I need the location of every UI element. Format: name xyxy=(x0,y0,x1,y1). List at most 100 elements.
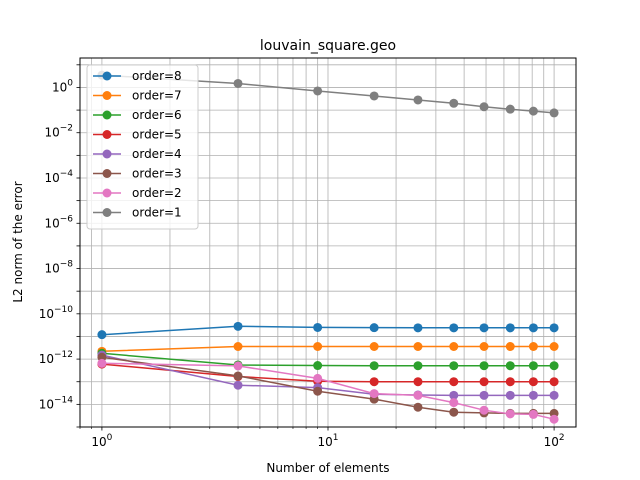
data-point xyxy=(479,323,489,333)
ticks: 100 101 102 10−14 10−12 10−10 10−8 10−6 10−4 10−2… xyxy=(39,64,565,449)
data-point xyxy=(479,377,489,387)
x-axis-title: Number of elements xyxy=(266,461,389,475)
data-point xyxy=(233,341,243,351)
data-point xyxy=(549,361,559,371)
data-point xyxy=(528,390,538,400)
data-point xyxy=(313,341,323,351)
legend: order=8 order=7 order=6 order=5 order=4 order… xyxy=(86,64,199,230)
series-order-2 xyxy=(97,358,559,424)
series-order-7 xyxy=(97,341,559,356)
data-point xyxy=(97,358,107,368)
y-tick-label: 10−4 xyxy=(44,169,73,185)
legend-label: order=3 xyxy=(132,167,182,181)
series-line xyxy=(101,362,555,420)
data-point xyxy=(449,377,459,387)
legend-marker xyxy=(102,169,112,178)
data-point xyxy=(505,341,515,351)
data-point xyxy=(413,323,423,333)
data-point xyxy=(369,341,379,351)
chart-title: louvain_square.geo xyxy=(260,38,396,54)
data-point xyxy=(528,409,538,419)
y-tick-label: 10−6 xyxy=(44,214,73,230)
legend-label: order=2 xyxy=(132,186,182,200)
legend-label: order=7 xyxy=(132,89,182,103)
data-point xyxy=(505,409,515,419)
x-tick-label: 102 xyxy=(544,433,565,449)
data-point xyxy=(413,377,423,387)
series-line xyxy=(101,352,555,367)
legend-label: order=4 xyxy=(132,147,182,161)
data-point xyxy=(505,377,515,387)
series-line xyxy=(101,74,555,114)
data-point xyxy=(233,78,243,88)
data-point xyxy=(233,321,243,331)
data-point xyxy=(369,91,379,101)
data-point xyxy=(479,361,489,371)
data-point xyxy=(233,371,243,381)
data-point xyxy=(528,323,538,333)
data-point xyxy=(369,361,379,371)
series-line xyxy=(101,345,555,353)
series-order-8 xyxy=(97,321,559,340)
data-point xyxy=(449,323,459,333)
data-point xyxy=(97,330,107,340)
legend-label: order=8 xyxy=(132,69,182,83)
y-tick-label: 100 xyxy=(52,78,73,94)
legend-marker xyxy=(102,71,112,81)
data-point xyxy=(479,341,489,351)
data-point xyxy=(449,390,459,400)
data-point xyxy=(479,102,489,112)
data-point xyxy=(505,323,515,333)
data-point xyxy=(413,402,423,412)
y-tick-label: 10−2 xyxy=(44,124,73,140)
series-line xyxy=(101,363,555,383)
data-point xyxy=(413,390,423,400)
legend-marker xyxy=(102,188,112,198)
data-point xyxy=(549,414,559,424)
data-point xyxy=(413,341,423,351)
y-axis-title: L2 norm of the error xyxy=(11,181,25,302)
legend-marker xyxy=(102,208,112,217)
series-line xyxy=(101,354,555,397)
data-point xyxy=(449,98,459,108)
data-point xyxy=(549,377,559,387)
data-point xyxy=(313,386,323,396)
data-point xyxy=(479,390,489,400)
data-point xyxy=(528,377,538,387)
data-point xyxy=(449,398,459,408)
data-point xyxy=(505,361,515,371)
legend-box xyxy=(86,64,199,230)
data-point xyxy=(479,405,489,415)
data-point xyxy=(369,389,379,399)
legend-marker xyxy=(102,110,112,120)
data-point xyxy=(549,108,559,118)
data-point xyxy=(449,407,459,417)
data-point xyxy=(313,322,323,332)
data-point xyxy=(313,86,323,96)
data-point xyxy=(413,361,423,371)
series-line xyxy=(101,325,555,336)
data-point xyxy=(313,361,323,371)
data-point xyxy=(549,341,559,351)
data-point xyxy=(313,373,323,383)
data-point xyxy=(449,361,459,371)
data-point xyxy=(449,341,459,351)
y-tick-label: 10−8 xyxy=(44,260,73,276)
data-point xyxy=(369,377,379,387)
x-tick-label: 101 xyxy=(317,433,338,449)
x-tick-label: 100 xyxy=(91,433,112,449)
series-layer xyxy=(97,70,559,424)
data-point xyxy=(505,104,515,114)
data-point xyxy=(528,361,538,371)
data-point xyxy=(505,390,515,400)
data-point xyxy=(369,323,379,333)
data-point xyxy=(549,323,559,333)
y-tick-label: 10−12 xyxy=(39,350,73,366)
data-point xyxy=(549,390,559,400)
legend-label: order=5 xyxy=(132,128,182,142)
series-order-4 xyxy=(97,350,559,400)
data-point xyxy=(233,361,243,371)
legend-marker xyxy=(102,149,112,159)
data-point xyxy=(413,95,423,105)
y-tick-label: 10−14 xyxy=(39,395,74,411)
